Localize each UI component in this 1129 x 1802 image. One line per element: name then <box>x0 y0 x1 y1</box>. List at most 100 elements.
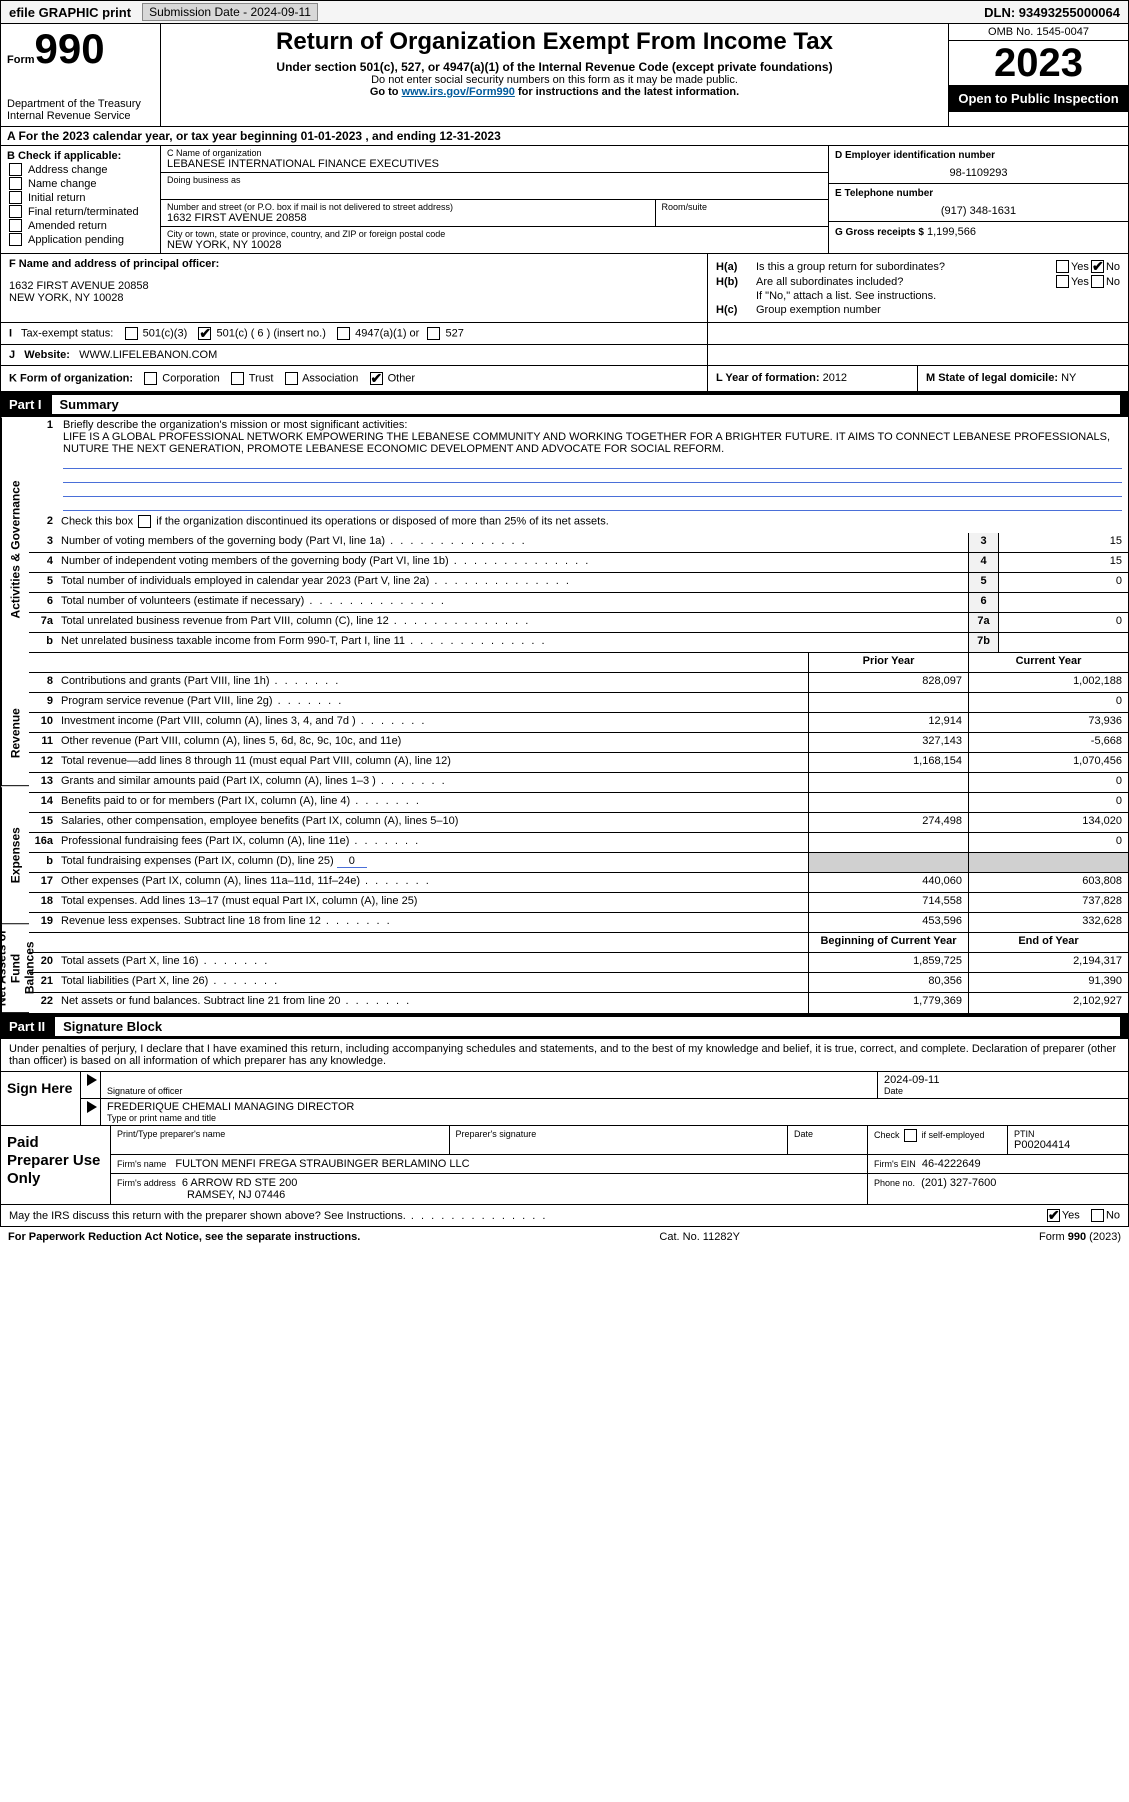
opt-assoc: Association <box>302 372 358 384</box>
irs-label: Internal Revenue Service <box>7 110 154 122</box>
checkbox-icon[interactable] <box>337 327 350 340</box>
sig-officer-label: Signature of officer <box>107 1086 871 1096</box>
ln-text: Total liabilities (Part X, line 26) <box>57 973 808 992</box>
ln-text: Other revenue (Part VIII, column (A), li… <box>57 733 808 752</box>
form-subtitle-3: Go to www.irs.gov/Form990 for instructio… <box>169 86 940 98</box>
col-py: 80,356 <box>808 973 968 992</box>
ln-num: 8 <box>29 673 57 692</box>
discuss-row: May the IRS discuss this return with the… <box>0 1205 1129 1227</box>
checkbox-icon[interactable] <box>1056 275 1069 288</box>
ln-text: Revenue less expenses. Subtract line 18 … <box>57 913 808 932</box>
ein-label: D Employer identification number <box>835 150 1122 161</box>
checkbox-icon[interactable] <box>1047 1209 1060 1222</box>
ln-text <box>57 933 808 952</box>
line-18: 18 Total expenses. Add lines 13–17 (must… <box>29 893 1128 913</box>
hb-label: H(b) <box>716 276 756 288</box>
chk-address-change[interactable]: Address change <box>7 163 154 176</box>
footer-right: Form 990 (2023) <box>1039 1231 1121 1243</box>
ln-box: 7b <box>968 633 998 652</box>
ln-text: Total number of volunteers (estimate if … <box>57 593 968 612</box>
firm-name-label: Firm's name <box>117 1159 166 1169</box>
chk-application-pending[interactable]: Application pending <box>7 233 154 246</box>
checkbox-icon[interactable] <box>427 327 440 340</box>
ln-num: 2 <box>29 513 57 533</box>
checkbox-icon[interactable] <box>1091 275 1104 288</box>
py-cy-header: Prior Year Current Year <box>29 653 1128 673</box>
line-7a: 7a Total unrelated business revenue from… <box>29 613 1128 633</box>
checkbox-icon[interactable] <box>138 515 151 528</box>
phone-value: (917) 348-1631 <box>835 205 1122 217</box>
i-text: Tax-exempt status: <box>21 327 113 339</box>
firm-ein-value: 46-4222649 <box>922 1158 981 1170</box>
ln-num: 6 <box>29 593 57 612</box>
ha-label: H(a) <box>716 261 756 273</box>
cy-header: Current Year <box>968 653 1128 672</box>
ln-val <box>998 593 1128 612</box>
line-10: 10 Investment income (Part VIII, column … <box>29 713 1128 733</box>
chk-label: Initial return <box>28 192 85 204</box>
opt-527: 527 <box>446 327 464 339</box>
discuss-text: May the IRS discuss this return with the… <box>9 1210 547 1222</box>
footer-cat: Cat. No. 11282Y <box>659 1231 740 1243</box>
top-bar: efile GRAPHIC print Submission Date - 20… <box>0 0 1129 24</box>
col-cy: 2,194,317 <box>968 953 1128 972</box>
preparer-block: Paid Preparer Use Only Print/Type prepar… <box>0 1126 1129 1205</box>
footer-form-pre: Form <box>1039 1231 1068 1243</box>
city-value: NEW YORK, NY 10028 <box>167 239 822 251</box>
mission-text: LIFE IS A GLOBAL PROFESSIONAL NETWORK EM… <box>63 431 1122 455</box>
line-11: 11 Other revenue (Part VIII, column (A),… <box>29 733 1128 753</box>
line-6: 6 Total number of volunteers (estimate i… <box>29 593 1128 613</box>
no-label: No <box>1106 276 1120 288</box>
checkbox-icon[interactable] <box>144 372 157 385</box>
ln-text <box>57 653 808 672</box>
checkbox-icon[interactable] <box>198 327 211 340</box>
checkbox-icon[interactable] <box>125 327 138 340</box>
l16b-text: Total fundraising expenses (Part IX, col… <box>61 855 334 867</box>
col-cy: 0 <box>968 833 1128 852</box>
boy-eoy-header: Beginning of Current Year End of Year <box>29 933 1128 953</box>
checkbox-icon[interactable] <box>1091 1209 1104 1222</box>
submission-date-button[interactable]: Submission Date - 2024-09-11 <box>142 3 318 21</box>
chk-initial-return[interactable]: Initial return <box>7 191 154 204</box>
col-py: 1,779,369 <box>808 993 968 1013</box>
col-py: 274,498 <box>808 813 968 832</box>
l-label: L Year of formation: <box>716 372 820 384</box>
line-16a: 16a Professional fundraising fees (Part … <box>29 833 1128 853</box>
checkbox-icon[interactable] <box>231 372 244 385</box>
ln-val <box>998 633 1128 652</box>
checkbox-icon[interactable] <box>1091 260 1104 273</box>
chk-name-change[interactable]: Name change <box>7 177 154 190</box>
chk-final-return[interactable]: Final return/terminated <box>7 205 154 218</box>
line-2: 2 Check this box if the organization dis… <box>29 513 1128 533</box>
blue-rule <box>63 455 1122 469</box>
sig-date-label: Date <box>884 1086 1122 1096</box>
irs-link[interactable]: www.irs.gov/Form990 <box>402 86 515 98</box>
ln-box: 4 <box>968 553 998 572</box>
gross-label: G Gross receipts $ <box>835 227 924 238</box>
line-5: 5 Total number of individuals employed i… <box>29 573 1128 593</box>
vtab-revenue: Revenue <box>1 681 29 786</box>
checkbox-icon <box>9 233 22 246</box>
firm-addr-2: RAMSEY, NJ 07446 <box>117 1189 861 1201</box>
checkbox-icon[interactable] <box>1056 260 1069 273</box>
ha-text: Is this a group return for subordinates? <box>756 261 1054 273</box>
line-4: 4 Number of independent voting members o… <box>29 553 1128 573</box>
checkbox-icon[interactable] <box>904 1129 917 1142</box>
yes-label: Yes <box>1062 1209 1080 1221</box>
firm-ein-label: Firm's EIN <box>874 1159 916 1169</box>
ln-num: 18 <box>29 893 57 912</box>
ln-text: Net unrelated business taxable income fr… <box>57 633 968 652</box>
checkbox-icon[interactable] <box>370 372 383 385</box>
preparer-left-label: Paid Preparer Use Only <box>1 1126 111 1204</box>
footer: For Paperwork Reduction Act Notice, see … <box>0 1227 1129 1247</box>
chk-amended-return[interactable]: Amended return <box>7 219 154 232</box>
l16b-val: 0 <box>337 855 367 868</box>
form-title: Return of Organization Exempt From Incom… <box>169 28 940 56</box>
chk-label: Address change <box>28 164 108 176</box>
ln-text: Number of voting members of the governin… <box>57 533 968 552</box>
efile-label: efile GRAPHIC print <box>1 5 139 20</box>
checkbox-icon[interactable] <box>285 372 298 385</box>
ln-text: Other expenses (Part IX, column (A), lin… <box>57 873 808 892</box>
form-subtitle-1: Under section 501(c), 527, or 4947(a)(1)… <box>169 60 940 74</box>
ln-num: 13 <box>29 773 57 792</box>
